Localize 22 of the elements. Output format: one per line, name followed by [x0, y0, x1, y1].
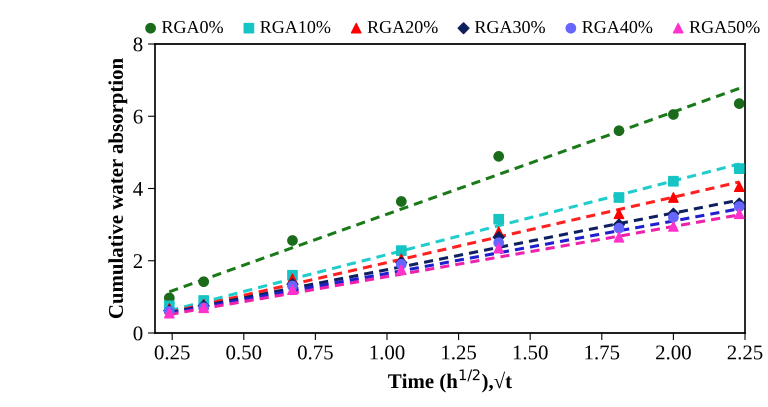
legend-label: RGA30%: [474, 20, 545, 34]
legend-label: RGA20%: [368, 20, 438, 34]
legend-label: RGA50%: [690, 20, 760, 34]
x-tick-label: 1.00: [370, 345, 404, 360]
legend-label: RGA40%: [582, 20, 652, 34]
x-tick-label: 1.25: [442, 345, 476, 360]
x-axis-title: Time (h$^{1/2}$),√t: [388, 369, 512, 392]
x-tick-label: 0.50: [226, 345, 262, 360]
y-tick-label: 0: [134, 326, 142, 340]
y-axis-title: Cumulative water absorption: [108, 58, 128, 318]
x-tick-label: 0.75: [298, 345, 333, 360]
x-tick-label: 1.75: [585, 346, 620, 360]
x-tick-label: 1.50: [514, 345, 548, 360]
y-tick-label: 4: [133, 182, 143, 196]
legend-label: RGA10%: [260, 20, 330, 34]
x-tick-label: 2.25: [728, 345, 762, 360]
y-tick-label: 2: [134, 254, 142, 268]
legend-label: RGA0%: [162, 20, 223, 34]
y-tick-label: 6: [134, 110, 143, 124]
x-tick-label: 2.00: [656, 345, 691, 360]
y-tick-label: 8: [134, 37, 142, 52]
x-tick-label: 0.25: [154, 345, 190, 360]
